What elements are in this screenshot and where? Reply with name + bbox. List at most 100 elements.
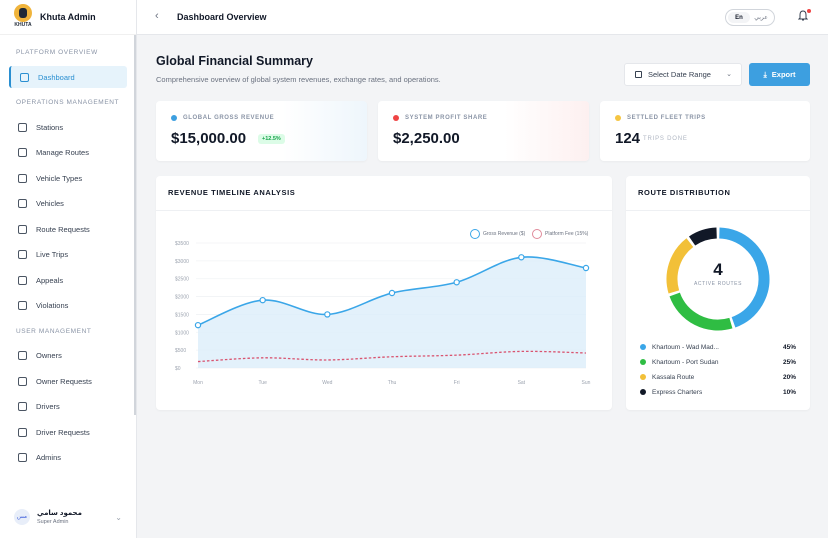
revenue-timeline-card: REVENUE TIMELINE ANALYSIS Gross Revenue …: [156, 176, 612, 410]
gross-revenue-point[interactable]: [194, 321, 202, 329]
user-role: Super Admin: [37, 519, 69, 525]
sidebar-scrollbar[interactable]: [134, 35, 136, 415]
section-title-platform: PLATFORM OVERVIEW: [16, 49, 98, 56]
gross-revenue-point[interactable]: [582, 264, 590, 272]
sidebar-item-label: Live Trips: [36, 250, 69, 259]
drivers-icon: [18, 402, 27, 411]
gross-revenue-point[interactable]: [259, 296, 266, 304]
user-profile[interactable]: مس محمود سامي Super Admin ⌄: [0, 496, 136, 538]
stat-label-text: GLOBAL GROSS REVENUE: [183, 115, 275, 121]
legend-swatch: [640, 344, 646, 350]
brand[interactable]: KHUTA Khuta Admin: [0, 0, 136, 35]
legend-swatch: [640, 389, 646, 395]
lang-ar-option[interactable]: عربي: [754, 15, 768, 21]
x-tick-label: Mon: [193, 380, 203, 386]
gross-area-fill: [198, 256, 586, 368]
stat-label: SETTLED FLEET TRIPS: [615, 115, 706, 121]
donut-slice[interactable]: [719, 227, 770, 328]
appeals-icon: [18, 275, 27, 285]
distribution-item: Khartoum - Port Sudan 25%: [640, 357, 796, 367]
y-tick-label: $3500: [175, 241, 189, 247]
export-button[interactable]: ⤓ Export: [749, 63, 810, 86]
date-range-button[interactable]: Select Date Range ⌄: [624, 63, 742, 86]
lang-en-option[interactable]: En: [728, 12, 750, 23]
brand-name: Khuta Admin: [40, 12, 96, 22]
back-icon[interactable]: ‹: [155, 10, 159, 22]
distribution-item: Khartoum - Wad Mad... 45%: [640, 342, 796, 352]
sidebar-item-driver-requests[interactable]: Driver Requests: [9, 421, 127, 443]
sidebar-item-label: Vehicles: [36, 199, 64, 208]
gross-revenue-point[interactable]: [388, 289, 396, 297]
stat-value: $15,000.00: [171, 130, 247, 147]
avatar: مس: [14, 509, 30, 525]
distribution-label: Express Charters: [652, 388, 703, 396]
donut-slice[interactable]: [669, 292, 733, 331]
legend-gross[interactable]: Gross Revenue ($): [470, 229, 525, 239]
donut-center-label: ACTIVE ROUTES: [693, 281, 743, 287]
distribution-label: Khartoum - Port Sudan: [652, 358, 719, 366]
y-tick-label: $3000: [175, 259, 189, 265]
violation-icon: [18, 301, 27, 310]
platform-fee-line: [197, 350, 587, 363]
calendar-icon: [635, 71, 642, 78]
stat-value: 124: [615, 130, 641, 147]
x-tick-label: Sat: [518, 380, 526, 386]
sidebar-item-dashboard[interactable]: Dashboard: [9, 66, 127, 88]
legend-label: Gross Revenue ($): [483, 231, 526, 237]
route-icon: [18, 148, 27, 157]
y-tick-label: $1500: [175, 312, 189, 318]
gross-revenue-point[interactable]: [453, 279, 460, 286]
y-tick-label: $2500: [175, 277, 189, 283]
donut-slice[interactable]: [666, 238, 694, 294]
sidebar-item-label: Appeals: [36, 275, 64, 285]
gross-revenue-point[interactable]: [324, 311, 331, 318]
sidebar-item-label: Dashboard: [38, 72, 75, 82]
page-subtitle: Comprehensive overview of global system …: [156, 75, 441, 84]
sidebar-item-label: Owners: [36, 351, 62, 360]
legend-swatch: [640, 359, 646, 365]
distribution-pct: 45%: [782, 343, 796, 351]
sidebar-item-appeals[interactable]: Appeals: [9, 269, 127, 291]
gross-revenue-point[interactable]: [518, 254, 525, 261]
language-toggle[interactable]: En عربي: [725, 9, 775, 26]
y-tick-label: $2000: [175, 295, 189, 301]
sidebar-item-label: Manage Routes: [36, 148, 89, 157]
sidebar-item-live-trips[interactable]: Live Trips: [9, 244, 127, 266]
sidebar-item-label: Driver Requests: [36, 427, 90, 437]
user-name: محمود سامي: [37, 510, 82, 517]
sidebar-item-vehicles[interactable]: Vehicles: [9, 193, 127, 215]
stat-label-text: SYSTEM PROFIT SHARE: [405, 115, 488, 121]
bell-icon[interactable]: [798, 10, 808, 22]
route-donut-chart: [666, 227, 770, 331]
sidebar-item-label: Drivers: [36, 402, 60, 411]
growth-badge: +12.5%: [258, 134, 285, 144]
distribution-label: Khartoum - Wad Mad...: [652, 343, 719, 351]
sidebar-item-stations[interactable]: Stations: [9, 116, 127, 138]
stat-label: SYSTEM PROFIT SHARE: [393, 115, 487, 121]
legend-fee[interactable]: Platform Fee (15%): [532, 229, 588, 239]
sidebar-item-owner-requests[interactable]: Owner Requests: [9, 370, 127, 392]
sidebar-item-violations[interactable]: Violations: [9, 295, 127, 317]
distribution-pct: 20%: [782, 373, 796, 381]
sidebar: KHUTA Khuta Admin PLATFORM OVERVIEW Dash…: [0, 0, 137, 538]
legend-swatch: [532, 229, 542, 239]
x-tick-label: Tue: [258, 380, 267, 386]
driver-request-icon: [18, 427, 27, 437]
x-tick-label: Sun: [582, 380, 591, 386]
trips-note: TRIPS DONE: [643, 136, 688, 142]
distribution-pct: 25%: [782, 358, 796, 366]
legend-label: Platform Fee (15%): [545, 231, 589, 237]
y-tick-label: $500: [175, 348, 186, 354]
sidebar-item-owners[interactable]: Owners: [9, 345, 127, 367]
sidebar-item-route-requests[interactable]: Route Requests: [9, 218, 127, 240]
legend-swatch: [470, 229, 480, 239]
chevron-down-icon: ⌄: [726, 71, 732, 78]
sidebar-item-drivers[interactable]: Drivers: [9, 396, 127, 418]
sidebar-item-vehicle-types[interactable]: Vehicle Types: [9, 167, 127, 189]
distribution-pct: 10%: [782, 388, 796, 396]
sidebar-item-manage-routes[interactable]: Manage Routes: [9, 142, 127, 164]
page-title: Global Financial Summary: [156, 54, 313, 68]
chevron-down-icon[interactable]: ⌄: [115, 513, 122, 522]
sidebar-item-admins[interactable]: Admins: [9, 447, 127, 469]
donut-slice[interactable]: [688, 227, 718, 246]
